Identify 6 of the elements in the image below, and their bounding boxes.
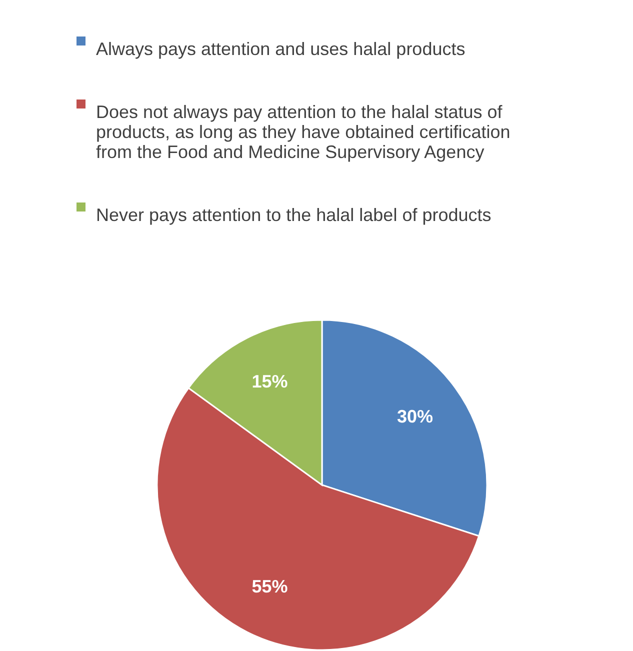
legend-label: Does not always pay attention to the halal status of products, as long as they have obtained certification from the Food and Medicine Supervisory Agency (96, 102, 510, 162)
legend-label: Always pays attention and uses halal products (96, 39, 466, 59)
data-label: 55% (252, 576, 288, 596)
data-label: 15% (252, 372, 288, 392)
legend-label: Never pays attention to the halal label of products (96, 205, 492, 225)
data-label: 30% (397, 406, 434, 426)
